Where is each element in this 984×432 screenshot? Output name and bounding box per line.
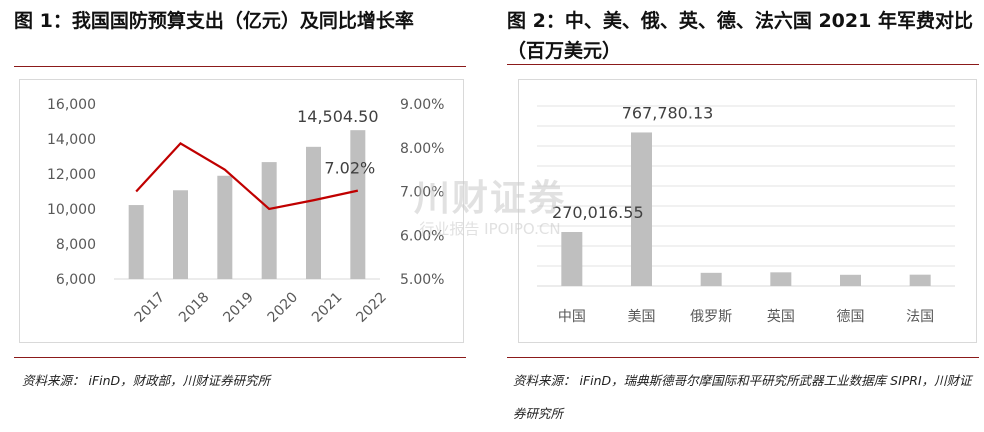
- figure-1-panel: 图 1：我国国防预算支出（亿元）及同比增长率 6,000 8,000 10,000 1…: [0, 0, 470, 432]
- y2-tick-label: 6.00%: [400, 228, 444, 244]
- figure-2-source: 资料来源： iFinD，瑞典斯德哥尔摩国际和平研究所武器工业数据库 SIPRI，…: [513, 373, 972, 421]
- figure-2-title-rule: [507, 64, 979, 65]
- bar: [909, 274, 931, 286]
- x-tick-label: 2021: [309, 289, 346, 326]
- y-tick-label: 8,000: [56, 237, 96, 253]
- figure-2-chart-frame: 中国 美国 俄罗斯 英国 德国 法国 270,016.55 767,780.13: [518, 79, 977, 343]
- bar-data-label: 767,780.13: [622, 103, 714, 122]
- bar: [128, 205, 144, 279]
- x-tick-label: 美国: [628, 309, 656, 325]
- y-tick-label: 12,000: [47, 167, 96, 183]
- figure-2-title: 图 2：中、美、俄、英、德、法六国 2021 年军费对比（百万美元）: [507, 10, 973, 62]
- bar: [700, 272, 722, 286]
- y-tick-label: 10,000: [47, 202, 96, 218]
- bar: [631, 132, 652, 286]
- x-tick-label: 2017: [132, 289, 169, 326]
- figure-1-chart: 6,000 8,000 10,000 12,000 14,000 16,000 5.00% 6…: [47, 97, 444, 326]
- x-tick-label: 英国: [767, 308, 795, 325]
- bar: [306, 146, 321, 279]
- y2-tick-label: 8.00%: [400, 141, 444, 157]
- y2-tick-label: 9.00%: [400, 97, 444, 113]
- x-tick-label: 2022: [353, 289, 390, 326]
- figure-2-bottom-rule: [507, 357, 979, 358]
- growth-rate-line: [135, 141, 359, 211]
- x-tick-label: 德国: [837, 309, 865, 325]
- bar-data-label: 14,504.50: [297, 107, 378, 126]
- figure-2-chart: 中国 美国 俄罗斯 英国 德国 法国 270,016.55 767,780.13: [537, 103, 955, 325]
- x-tick-label: 2018: [176, 289, 213, 326]
- figure-1-title-rule: [14, 66, 466, 67]
- bar: [261, 162, 277, 279]
- bar: [217, 175, 233, 279]
- x-tick-label: 俄罗斯: [690, 309, 732, 325]
- figure-1-title: 图 1：我国国防预算支出（亿元）及同比增长率: [14, 10, 414, 32]
- figure-1-bottom-rule: [14, 357, 466, 358]
- figure-2-panel: 图 2：中、美、俄、英、德、法六国 2021 年军费对比（百万美元） 中国 美国 俄…: [503, 0, 984, 432]
- x-tick-label: 2020: [265, 289, 302, 326]
- bar: [173, 190, 188, 279]
- y2-tick-label: 7.00%: [400, 185, 444, 201]
- y2-tick-label: 5.00%: [400, 272, 444, 288]
- line-data-label: 7.02%: [324, 159, 375, 178]
- bar-data-label: 270,016.55: [552, 203, 644, 222]
- y-tick-label: 16,000: [47, 97, 96, 113]
- bar: [770, 272, 792, 286]
- y-tick-label: 6,000: [56, 272, 96, 288]
- bar: [840, 274, 861, 286]
- figure-1-source: 资料来源： iFinD，财政部，川财证券研究所: [22, 373, 271, 388]
- x-tick-label: 法国: [906, 309, 934, 325]
- x-tick-label: 2019: [220, 289, 257, 326]
- bar: [350, 130, 366, 279]
- y-tick-label: 14,000: [47, 132, 96, 148]
- bar: [561, 231, 583, 286]
- figure-1-chart-frame: 6,000 8,000 10,000 12,000 14,000 16,000 5.00% 6…: [19, 79, 464, 343]
- x-tick-label: 中国: [558, 309, 586, 325]
